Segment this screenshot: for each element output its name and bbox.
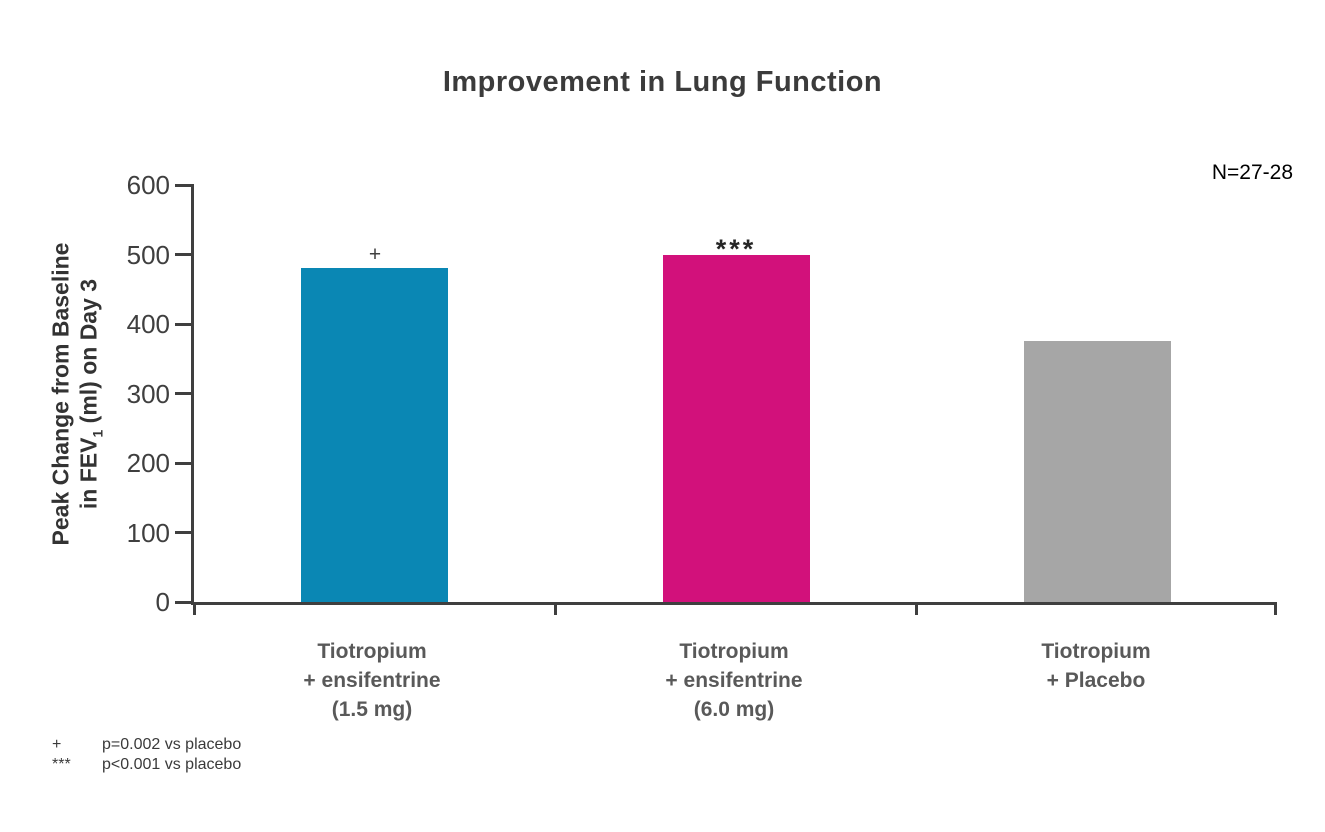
sample-size-annotation: N=27-28 bbox=[1211, 161, 1293, 184]
x-axis-category-label: Tiotropium + ensifentrine (6.0 mg) bbox=[665, 640, 803, 721]
footnote-marker: + bbox=[52, 736, 62, 753]
bar-3 bbox=[1023, 341, 1171, 602]
y-axis-tick-label: 0 bbox=[155, 587, 170, 617]
chart-title: Improvement in Lung Function bbox=[442, 66, 883, 98]
y-axis-title-line2: in FEV bbox=[75, 437, 102, 510]
significance-marker: *** bbox=[715, 233, 757, 264]
fev-subscript: 1 bbox=[89, 429, 106, 438]
footnote-row: *** p<0.001 vs placebo bbox=[52, 755, 241, 775]
x-axis-boundary-tick bbox=[193, 602, 196, 615]
y-axis-tick bbox=[175, 183, 194, 187]
x-axis-category-label: Tiotropium + Placebo bbox=[1041, 640, 1151, 692]
significance-marker: + bbox=[368, 243, 382, 267]
y-axis-tick bbox=[175, 600, 194, 604]
y-axis-tick-label: 400 bbox=[126, 309, 170, 340]
y-axis-tick-label: 200 bbox=[126, 448, 170, 479]
footnote-marker: *** bbox=[52, 756, 71, 773]
y-axis-title: Peak Change from Baseline in FEV1 (ml) o… bbox=[47, 243, 112, 546]
footnotes: + p=0.002 vs placebo *** p<0.001 vs plac… bbox=[52, 735, 241, 775]
x-axis-category-label: Tiotropium + ensifentrine (1.5 mg) bbox=[303, 640, 441, 721]
x-axis-boundary-tick bbox=[1274, 602, 1277, 615]
y-axis-tick bbox=[175, 253, 194, 256]
x-axis-labels: Tiotropium + ensifentrine (1.5 mg) Tiotro… bbox=[191, 637, 1277, 737]
footnote-row: + p=0.002 vs placebo bbox=[52, 735, 241, 755]
y-axis-tick-label: 600 bbox=[126, 170, 170, 200]
x-axis-boundary-tick bbox=[914, 602, 918, 615]
x-axis-boundary-tick bbox=[553, 602, 557, 615]
y-axis-title-line2-rest: (ml) on Day 3 bbox=[75, 278, 102, 430]
y-axis-tick bbox=[175, 461, 194, 465]
y-axis-tick-label: 500 bbox=[126, 239, 170, 270]
footnote-text: p=0.002 vs placebo bbox=[102, 736, 242, 753]
y-axis-tick bbox=[175, 531, 194, 535]
bar-1: + bbox=[301, 243, 449, 602]
y-axis-tick bbox=[175, 322, 194, 326]
y-axis-tick-label: 300 bbox=[126, 378, 170, 409]
footnote-text: p<0.001 vs placebo bbox=[102, 756, 242, 773]
y-axis-tick bbox=[175, 392, 194, 395]
plot-area: 0 100 200 300 400 500 600 + *** bbox=[127, 172, 1277, 615]
y-axis-tick-label: 100 bbox=[126, 517, 170, 548]
y-axis-title-line1: Peak Change from Baseline bbox=[47, 242, 74, 546]
bar-2: *** bbox=[662, 234, 810, 602]
